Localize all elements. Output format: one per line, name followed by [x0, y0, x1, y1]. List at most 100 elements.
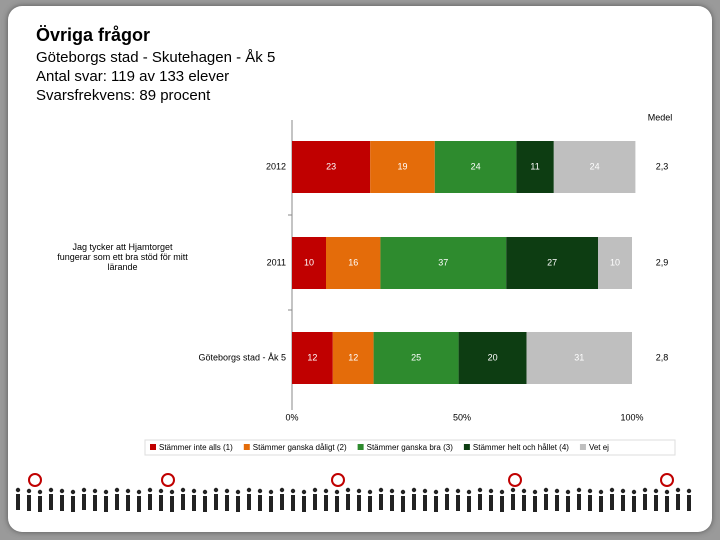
figure-decoration — [555, 495, 559, 511]
figure-decoration — [59, 488, 65, 494]
figure-decoration — [488, 488, 494, 494]
legend-label: Stämmer helt och hållet (4) — [473, 443, 569, 452]
figure-decoration — [60, 495, 64, 511]
legend-label: Stämmer inte alls (1) — [159, 443, 233, 452]
category-label: 2011 — [267, 257, 286, 267]
figure-decoration — [147, 487, 153, 493]
figure-decoration — [291, 495, 295, 511]
figure-decoration — [522, 495, 526, 511]
figure-decoration — [632, 496, 636, 512]
data-label: 12 — [348, 352, 358, 362]
figure-decoration — [609, 487, 615, 493]
x-tick-label: 100% — [620, 412, 643, 422]
figure-decoration — [389, 488, 395, 494]
figure-decoration — [654, 495, 658, 511]
data-label: 10 — [304, 257, 314, 267]
figure-decoration — [357, 495, 361, 511]
figure-decoration — [246, 487, 252, 493]
figure-decoration — [136, 489, 142, 495]
subtitle: Svarsfrekvens: 89 procent — [36, 87, 211, 104]
figure-decoration — [324, 495, 328, 511]
bar-segment — [292, 141, 371, 193]
figure-decoration — [599, 496, 603, 512]
data-label: 37 — [438, 257, 448, 267]
figure-decoration — [587, 488, 593, 494]
figure-decoration — [346, 494, 350, 510]
figure-decoration — [434, 496, 438, 512]
data-label: 27 — [547, 257, 557, 267]
mean-title: Medel — [648, 112, 673, 122]
figure-decoration — [202, 489, 208, 495]
figure-decoration — [258, 495, 262, 511]
target-decoration — [660, 473, 674, 487]
figure-decoration — [466, 489, 472, 495]
figure-decoration — [301, 489, 307, 495]
data-label: 12 — [307, 352, 317, 362]
figure-decoration — [126, 495, 130, 511]
figure-decoration — [26, 488, 32, 494]
figure-decoration — [631, 489, 637, 495]
figure-decoration — [159, 495, 163, 511]
figure-decoration — [71, 496, 75, 512]
data-label: 31 — [574, 352, 584, 362]
bar-segment — [553, 141, 636, 193]
figure-decoration — [225, 495, 229, 511]
figure-decoration — [620, 488, 626, 494]
figure-decoration — [499, 489, 505, 495]
figure-decoration — [302, 496, 306, 512]
figure-decoration — [566, 496, 570, 512]
mean-label: 2,8 — [656, 352, 669, 362]
title: Övriga frågor — [36, 25, 150, 45]
data-label: 11 — [530, 161, 539, 171]
legend-swatch — [150, 444, 156, 450]
figure-decoration — [456, 495, 460, 511]
figure-decoration — [378, 487, 384, 493]
figure-decoration — [38, 496, 42, 512]
mean-label: 2,3 — [656, 161, 669, 171]
data-label: 19 — [397, 161, 407, 171]
figure-decoration — [489, 495, 493, 511]
bar-segment — [516, 141, 554, 193]
figure-decoration — [676, 494, 680, 510]
figure-decoration — [543, 487, 549, 493]
legend-label: Vet ej — [589, 443, 609, 452]
data-label: 23 — [326, 161, 336, 171]
figure-decoration — [422, 488, 428, 494]
bar-segment — [380, 237, 507, 289]
legend-box — [144, 439, 676, 456]
figure-decoration — [213, 487, 219, 493]
figure-decoration — [390, 495, 394, 511]
figure-decoration — [610, 494, 614, 510]
figure-decoration — [103, 489, 109, 495]
figure-decoration — [588, 495, 592, 511]
figure-decoration — [290, 488, 296, 494]
figure-decoration — [521, 488, 527, 494]
figure-decoration — [203, 496, 207, 512]
figure-decoration — [192, 495, 196, 511]
figure-decoration — [423, 495, 427, 511]
figure-decoration — [137, 496, 141, 512]
legend-swatch — [243, 444, 250, 450]
legend-label: Stämmer ganska bra (3) — [367, 443, 454, 452]
figure-decoration — [224, 488, 230, 494]
figure-decoration — [158, 488, 164, 494]
figure-decoration — [37, 489, 43, 495]
bar-segment — [506, 237, 598, 289]
figure-decoration — [16, 494, 20, 510]
figure-decoration — [170, 496, 174, 512]
figure-decoration — [81, 487, 87, 493]
figure-decoration — [412, 494, 416, 510]
target-decoration — [331, 473, 345, 487]
bar-segment — [598, 237, 632, 289]
figure-decoration — [544, 494, 548, 510]
figure-decoration — [577, 494, 581, 510]
bar-segment — [326, 237, 381, 289]
figure-decoration — [82, 494, 86, 510]
bar-segment — [292, 237, 326, 289]
figure-decoration — [148, 494, 152, 510]
figure-decoration — [401, 496, 405, 512]
figure-decoration — [433, 489, 439, 495]
figure-decoration — [236, 496, 240, 512]
figure-decoration — [565, 489, 571, 495]
